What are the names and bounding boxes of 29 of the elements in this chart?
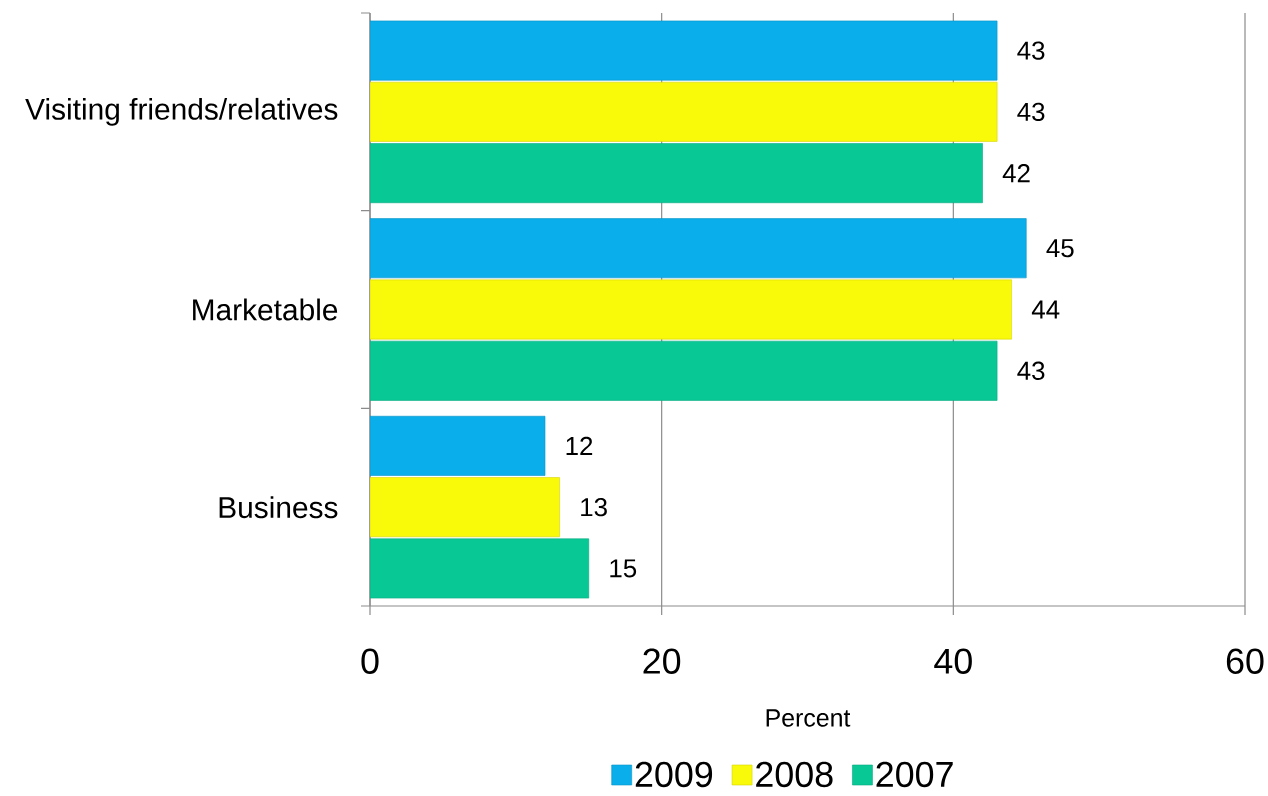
bar [370, 143, 983, 204]
bar [370, 538, 590, 599]
x-axis-title: Percent [766, 709, 851, 727]
x-tick-label: 40 [934, 648, 972, 674]
y-tick-label: Business [219, 496, 338, 519]
bar [370, 81, 998, 142]
data-label: 44 [1031, 300, 1060, 319]
bar [370, 340, 998, 401]
bar [370, 218, 1027, 279]
x-tick-label: 60 [1226, 648, 1264, 674]
y-tick-label: Marketable [193, 298, 338, 321]
data-label: 42 [1002, 164, 1030, 183]
bar [370, 477, 560, 538]
data-label: 43 [1017, 102, 1045, 121]
x-tick-label: 20 [643, 648, 681, 674]
bar [370, 415, 546, 476]
bar [370, 279, 1012, 340]
x-tick-label: 0 [361, 648, 379, 674]
legend-label: 2007 [876, 761, 953, 788]
bar [370, 20, 998, 81]
data-label: 45 [1046, 239, 1074, 258]
data-label: 12 [566, 436, 593, 455]
data-label: 15 [610, 559, 637, 578]
legend-label: 2008 [756, 761, 833, 788]
data-label: 43 [1017, 41, 1045, 60]
y-tick-label: Visiting friends/relatives [25, 97, 338, 126]
data-label: 13 [581, 497, 607, 517]
legend-label: 2009 [635, 761, 713, 788]
data-label: 43 [1017, 361, 1045, 380]
